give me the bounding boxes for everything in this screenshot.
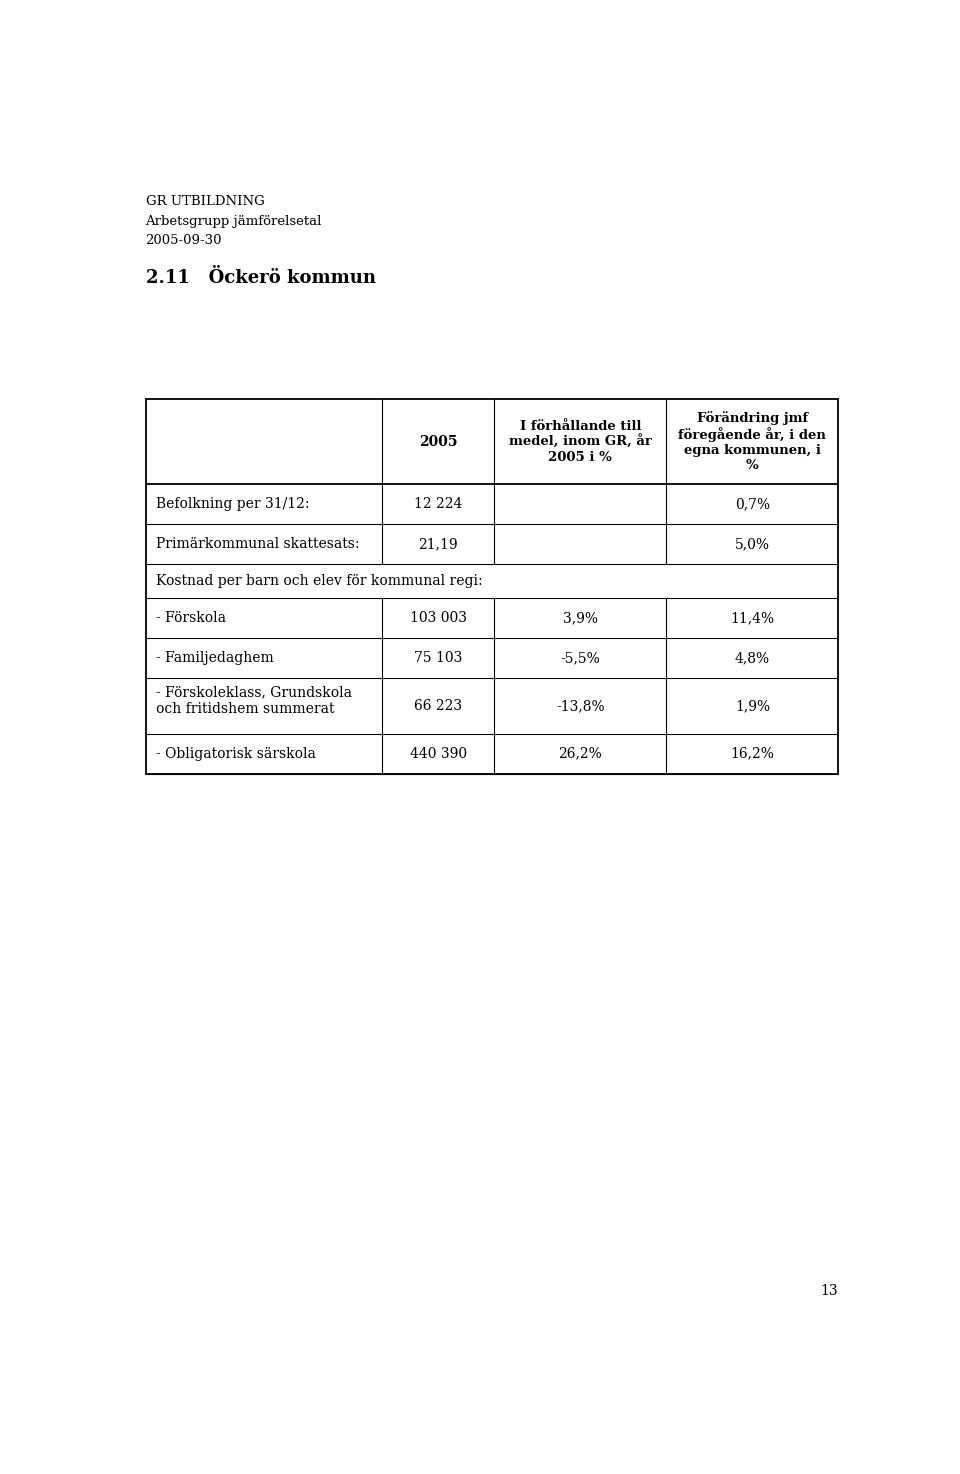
Text: 21,19: 21,19 — [419, 537, 458, 551]
Text: 1,9%: 1,9% — [734, 699, 770, 713]
Text: 13: 13 — [821, 1284, 838, 1299]
Text: - Förskola: - Förskola — [156, 612, 226, 625]
Text: I förhållande till
medel, inom GR, år
2005 i %: I förhållande till medel, inom GR, år 20… — [509, 420, 652, 464]
Text: -5,5%: -5,5% — [561, 652, 600, 665]
Text: - Familjedaghem: - Familjedaghem — [156, 652, 274, 665]
Text: 0,7%: 0,7% — [734, 497, 770, 511]
Text: Primärkommunal skattesats:: Primärkommunal skattesats: — [156, 537, 359, 551]
Text: -13,8%: -13,8% — [556, 699, 605, 713]
Text: 2005: 2005 — [419, 435, 457, 448]
Text: 2.11   Öckerö kommun: 2.11 Öckerö kommun — [146, 268, 375, 286]
Text: 103 003: 103 003 — [410, 612, 467, 625]
Text: Förändring jmf
föregående år, i den
egna kommunen, i
%: Förändring jmf föregående år, i den egna… — [679, 411, 827, 472]
Text: 75 103: 75 103 — [414, 652, 463, 665]
Text: Arbetsgrupp jämförelsetal: Arbetsgrupp jämförelsetal — [146, 215, 322, 227]
Text: Befolkning per 31/12:: Befolkning per 31/12: — [156, 497, 309, 511]
Text: 440 390: 440 390 — [410, 747, 467, 761]
Text: 11,4%: 11,4% — [731, 612, 775, 625]
Text: GR UTBILDNING: GR UTBILDNING — [146, 196, 264, 208]
Text: 2005-09-30: 2005-09-30 — [146, 234, 222, 246]
Text: 4,8%: 4,8% — [734, 652, 770, 665]
Text: 5,0%: 5,0% — [735, 537, 770, 551]
Text: 16,2%: 16,2% — [731, 747, 775, 761]
Text: 3,9%: 3,9% — [563, 612, 598, 625]
Text: 26,2%: 26,2% — [559, 747, 602, 761]
Text: 66 223: 66 223 — [414, 699, 462, 713]
Text: 12 224: 12 224 — [414, 497, 463, 511]
Text: - Obligatorisk särskola: - Obligatorisk särskola — [156, 747, 316, 761]
Text: - Förskoleklass, Grundskola
och fritidshem summerat: - Förskoleklass, Grundskola och fritidsh… — [156, 685, 351, 716]
Text: Kostnad per barn och elev för kommunal regi:: Kostnad per barn och elev för kommunal r… — [156, 575, 482, 588]
